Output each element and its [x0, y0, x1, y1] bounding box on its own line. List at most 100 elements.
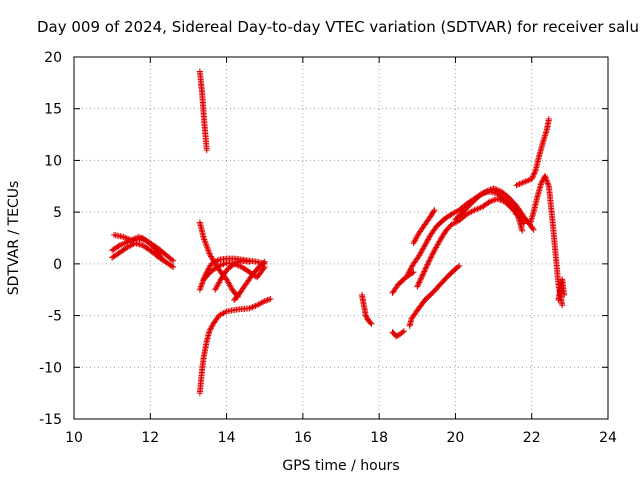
- data-point: [368, 320, 375, 327]
- data-point: [417, 276, 424, 283]
- data-point: [559, 302, 566, 309]
- data-point: [418, 273, 425, 280]
- data-point: [429, 251, 436, 258]
- data-point: [544, 178, 551, 185]
- data-point: [543, 177, 550, 184]
- y-tick-label: -15: [39, 412, 62, 428]
- data-point: [530, 171, 537, 178]
- data-point: [543, 175, 550, 182]
- x-tick-label: 22: [523, 430, 541, 446]
- series-arc-p: [410, 207, 438, 247]
- chart-title: Day 009 of 2024, Sidereal Day-to-day VTE…: [37, 18, 639, 36]
- data-point: [261, 298, 268, 305]
- data-point: [246, 258, 253, 265]
- data-point: [519, 227, 526, 234]
- data-point: [426, 257, 433, 264]
- series-arc-k: [358, 291, 375, 327]
- data-point: [416, 279, 423, 286]
- y-axis-label: SDTVAR / TECUs: [6, 181, 22, 296]
- data-point: [420, 269, 427, 276]
- data-point: [530, 226, 537, 233]
- data-point: [421, 268, 428, 275]
- x-tick-label: 16: [294, 430, 312, 446]
- y-tick-label: -10: [39, 360, 62, 376]
- data-point: [415, 280, 422, 287]
- data-point: [157, 254, 164, 261]
- data-point: [421, 267, 428, 274]
- data-point: [528, 176, 535, 183]
- series-arc-s: [513, 116, 552, 189]
- data-point: [427, 254, 434, 261]
- data-point: [168, 263, 175, 270]
- data-point: [514, 212, 521, 219]
- data-point: [264, 297, 271, 304]
- series-arc-n: [406, 262, 463, 329]
- x-axis-label: GPS time / hours: [282, 458, 399, 474]
- series-arc-d: [196, 68, 210, 154]
- y-tick-label: 10: [44, 153, 62, 169]
- data-point: [531, 169, 538, 176]
- data-point: [364, 315, 371, 322]
- data-point: [454, 263, 461, 270]
- y-tick-label: 5: [53, 205, 62, 221]
- data-point: [529, 173, 536, 180]
- data-point: [427, 255, 434, 262]
- x-tick-label: 12: [141, 430, 159, 446]
- data-point: [414, 282, 421, 289]
- data-point: [418, 275, 425, 282]
- data-point: [362, 312, 369, 319]
- data-point: [529, 174, 536, 181]
- data-point: [545, 116, 552, 123]
- data-point: [260, 265, 267, 272]
- data-point: [542, 172, 549, 179]
- data-point: [424, 261, 431, 268]
- x-tick-label: 10: [65, 430, 83, 446]
- data-point: [561, 291, 568, 298]
- series-arc-h: [212, 257, 253, 293]
- data-point: [430, 208, 437, 215]
- data-point: [431, 207, 438, 214]
- data-point: [542, 174, 549, 181]
- data-point: [393, 333, 400, 340]
- data-point: [481, 189, 488, 196]
- series-arc-o: [404, 188, 528, 278]
- data-point: [425, 260, 432, 267]
- data-point: [203, 147, 210, 154]
- data-point: [428, 253, 435, 260]
- data-point: [261, 263, 268, 270]
- x-tick-label: 24: [599, 430, 617, 446]
- data-point: [425, 258, 432, 265]
- series-arc-c: [111, 231, 165, 262]
- data-point: [263, 297, 270, 304]
- data-point: [485, 199, 492, 206]
- data-point: [410, 269, 417, 276]
- data-series: [109, 68, 568, 397]
- plot-frame: [73, 56, 609, 420]
- data-point: [545, 181, 552, 188]
- series-arc-l: [389, 328, 407, 340]
- data-point: [399, 329, 406, 336]
- data-point: [423, 264, 430, 271]
- data-point: [422, 265, 429, 272]
- data-point: [529, 225, 536, 232]
- data-point: [423, 262, 430, 269]
- data-point: [363, 313, 370, 320]
- data-point: [400, 328, 407, 335]
- data-point: [414, 283, 421, 290]
- axis-ticks: 10 12 14 16 18 20 22 24 -15 -10 -5 0 5 10 15 20: [39, 50, 617, 446]
- series-arc-m: [389, 269, 417, 296]
- data-point: [170, 257, 177, 264]
- data-point: [260, 259, 267, 266]
- data-point: [531, 170, 538, 177]
- data-point: [367, 319, 374, 326]
- data-point: [214, 263, 221, 270]
- y-tick-label: 0: [53, 257, 62, 273]
- data-point: [267, 296, 274, 303]
- data-point: [394, 332, 401, 339]
- grid: [74, 57, 608, 419]
- y-tick-label: -5: [48, 309, 62, 325]
- data-point: [420, 271, 427, 278]
- series-arc-r: [452, 185, 537, 233]
- y-tick-label: 20: [44, 50, 62, 66]
- series-arc-q: [414, 195, 526, 290]
